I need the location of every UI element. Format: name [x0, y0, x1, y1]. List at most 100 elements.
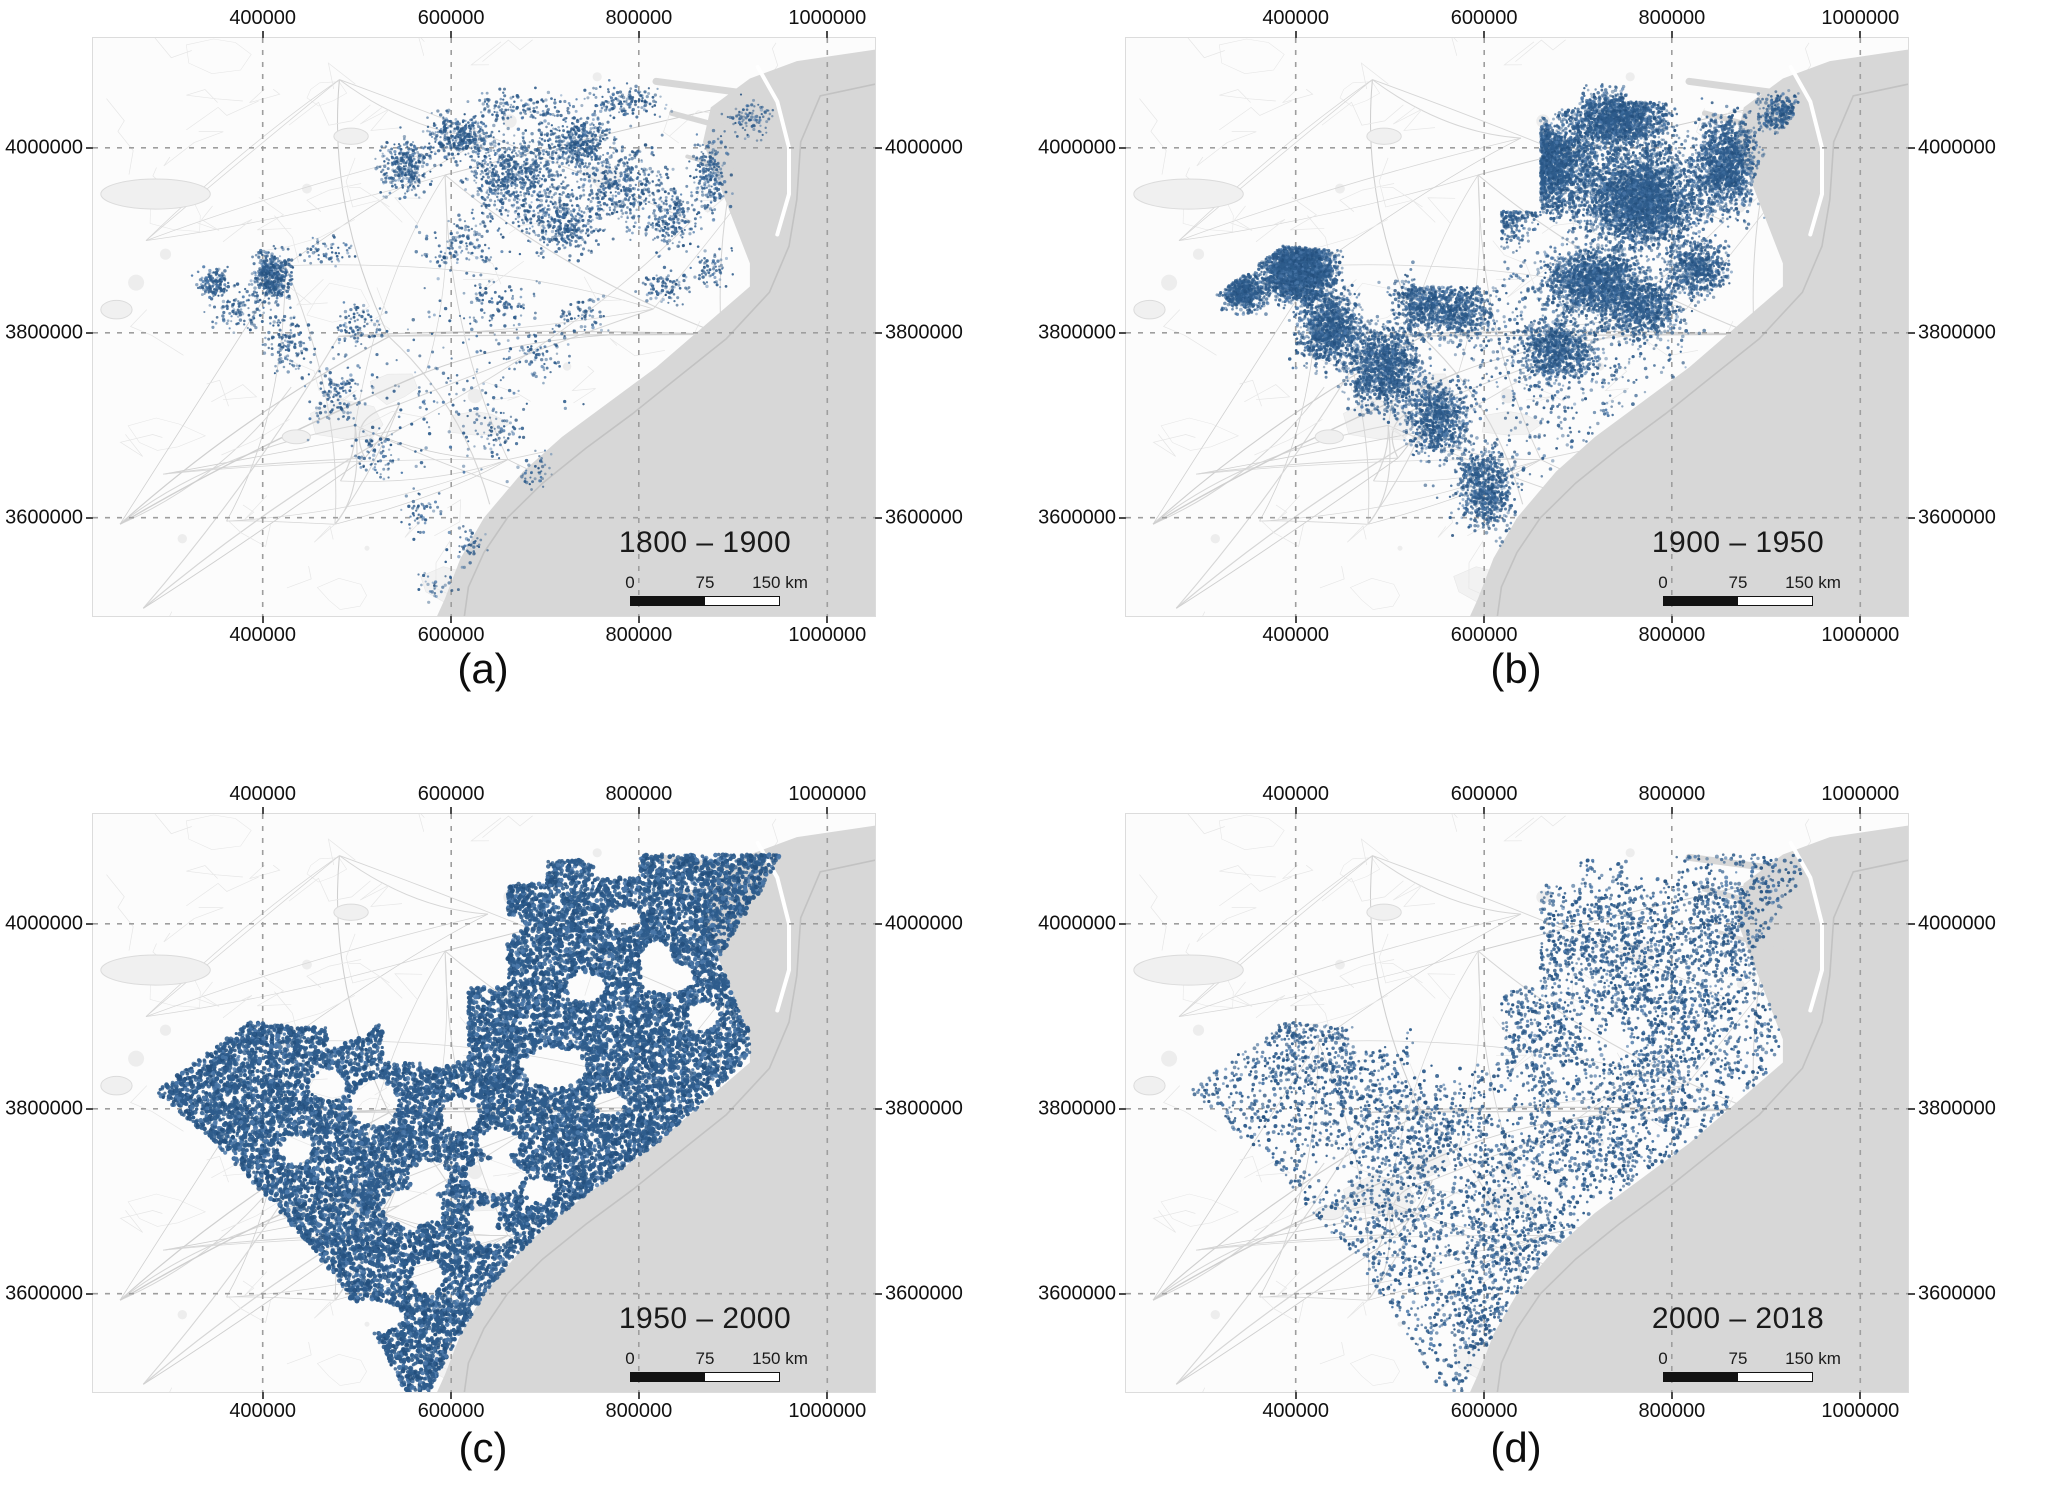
panel-a: 1800 – 1900 0 75 150 km 400000 400000 6000… [0, 0, 1033, 748]
y-axis-tick-label-right: 3800000 [1918, 321, 1996, 344]
y-axis-tick-label-left: 3600000 [1038, 506, 1116, 529]
y-axis-tick-label-left: 3800000 [1038, 321, 1116, 344]
panel-caption: (c) [458, 1424, 508, 1471]
y-axis-tick-label-left: 3800000 [5, 321, 83, 344]
axis-tick-mark [261, 807, 264, 814]
scale-bar-label-end: 150 km [752, 573, 808, 592]
axis-tick-mark [875, 1292, 882, 1295]
axis-tick-mark [450, 807, 453, 814]
scale-bar-bar [1663, 1372, 1813, 1382]
axis-tick-mark [1294, 1392, 1297, 1399]
panel-caption: (b) [1490, 645, 1542, 692]
axis-tick-mark [1119, 331, 1126, 334]
map-b: 1900 – 1950 0 75 150 km 400000 400000 6000… [1038, 7, 1996, 646]
y-axis-tick-label-left: 4000000 [1038, 136, 1116, 159]
x-axis-tick-label-bottom: 400000 [1262, 624, 1330, 646]
y-axis-tick-label-right: 3600000 [1918, 506, 1996, 529]
scale-bar-empty-segment [1738, 597, 1812, 605]
y-axis-tick-label-left: 3600000 [5, 1282, 83, 1305]
scale-bar-label-mid: 75 [695, 573, 715, 592]
x-axis-tick-label-top: 600000 [417, 7, 485, 29]
y-axis-tick-label-left: 4000000 [5, 912, 83, 935]
axis-tick-mark [1483, 31, 1486, 38]
y-axis-tick-label-right: 4000000 [885, 136, 963, 159]
panel-b: 1900 – 1950 0 75 150 km 400000 400000 6000… [1033, 0, 2067, 748]
axis-tick-mark [1908, 922, 1915, 925]
x-axis-tick-label-top: 600000 [417, 783, 485, 805]
axis-tick-mark [637, 616, 640, 623]
y-axis-tick-label-right: 4000000 [1918, 912, 1996, 935]
axis-tick-mark [261, 616, 264, 623]
axis-tick-mark [1670, 31, 1673, 38]
x-axis-tick-label-top: 400000 [229, 783, 297, 805]
axis-tick-mark [86, 331, 93, 334]
x-axis-tick-label-top: 800000 [1638, 783, 1706, 805]
scale-bar-label-start: 0 [625, 1349, 635, 1368]
panel-caption: (d) [1490, 1424, 1542, 1471]
panel-caption: (a) [457, 645, 509, 692]
axis-tick-mark [1670, 807, 1673, 814]
axis-tick-mark [875, 516, 882, 519]
axis-tick-mark [875, 1107, 882, 1110]
axis-tick-mark [875, 331, 882, 334]
scale-bar: 0 75 150 km [625, 1349, 808, 1382]
x-axis-tick-label-bottom: 800000 [605, 624, 673, 646]
x-axis-tick-label-top: 800000 [1638, 7, 1706, 29]
scale-bar-labels: 0 75 150 km [1658, 573, 1841, 596]
x-axis-tick-label-top: 800000 [605, 7, 673, 29]
y-axis-tick-label-left: 3600000 [1038, 1282, 1116, 1305]
axis-tick-mark [1908, 1292, 1915, 1295]
x-axis-tick-label-bottom: 600000 [1450, 1400, 1518, 1422]
axis-tick-mark [826, 807, 829, 814]
scale-bar-bar [630, 1372, 780, 1382]
y-axis-tick-label-left: 4000000 [1038, 912, 1116, 935]
scale-bar-label-mid: 75 [1728, 573, 1748, 592]
axis-tick-mark [1670, 1392, 1673, 1399]
scale-bar-bar [1663, 596, 1813, 606]
scale-bar: 0 75 150 km [625, 573, 808, 606]
scale-bar-label-start: 0 [1658, 1349, 1668, 1368]
axis-tick-mark [1119, 1292, 1126, 1295]
y-axis-tick-label-right: 4000000 [1918, 136, 1996, 159]
x-axis-tick-label-bottom: 600000 [417, 624, 485, 646]
map-annotation-b: 1900 – 1950 0 75 150 km [1628, 526, 1848, 606]
y-axis-tick-label-right: 3800000 [885, 321, 963, 344]
axis-tick-mark [1670, 616, 1673, 623]
scale-bar-label-end: 150 km [1785, 1349, 1841, 1368]
axis-tick-mark [450, 616, 453, 623]
axis-tick-mark [86, 922, 93, 925]
period-label: 1950 – 2000 [618, 1302, 792, 1335]
axis-tick-mark [1908, 331, 1915, 334]
axis-tick-mark [637, 1392, 640, 1399]
scale-bar-label-end: 150 km [752, 1349, 808, 1368]
x-axis-tick-label-bottom: 600000 [1450, 624, 1518, 646]
axis-tick-mark [1908, 146, 1915, 149]
y-axis-tick-label-left: 3800000 [1038, 1097, 1116, 1120]
y-axis-tick-label-right: 3800000 [885, 1097, 963, 1120]
panel-d: 2000 – 2018 0 75 150 km 400000 400000 6000… [1033, 748, 2067, 1496]
scale-bar-filled-segment [631, 1373, 705, 1381]
x-axis-tick-label-bottom: 400000 [229, 624, 297, 646]
x-axis-tick-label-top: 800000 [605, 783, 673, 805]
x-axis-tick-label-top: 400000 [1262, 7, 1330, 29]
map-data-layer-b [1126, 38, 1908, 616]
map-annotation-d: 2000 – 2018 0 75 150 km [1628, 1302, 1848, 1382]
x-axis-tick-label-top: 600000 [1450, 7, 1518, 29]
axis-tick-mark [450, 31, 453, 38]
scale-bar-labels: 0 75 150 km [625, 573, 808, 596]
axis-tick-mark [826, 616, 829, 623]
axis-tick-mark [1294, 807, 1297, 814]
x-axis-tick-label-top: 1000000 [788, 783, 867, 805]
scale-bar-filled-segment [631, 597, 705, 605]
axis-tick-mark [1294, 31, 1297, 38]
scale-bar-labels: 0 75 150 km [625, 1349, 808, 1372]
y-axis-tick-label-right: 3600000 [885, 1282, 963, 1305]
axis-tick-mark [261, 1392, 264, 1399]
scale-bar-label-mid: 75 [695, 1349, 715, 1368]
period-label: 1800 – 1900 [618, 526, 792, 559]
axis-tick-mark [1859, 1392, 1862, 1399]
x-axis-tick-label-bottom: 1000000 [1821, 624, 1900, 646]
scale-bar-label-start: 0 [1658, 573, 1668, 592]
x-axis-tick-label-top: 600000 [1450, 783, 1518, 805]
scale-bar: 0 75 150 km [1658, 573, 1841, 606]
